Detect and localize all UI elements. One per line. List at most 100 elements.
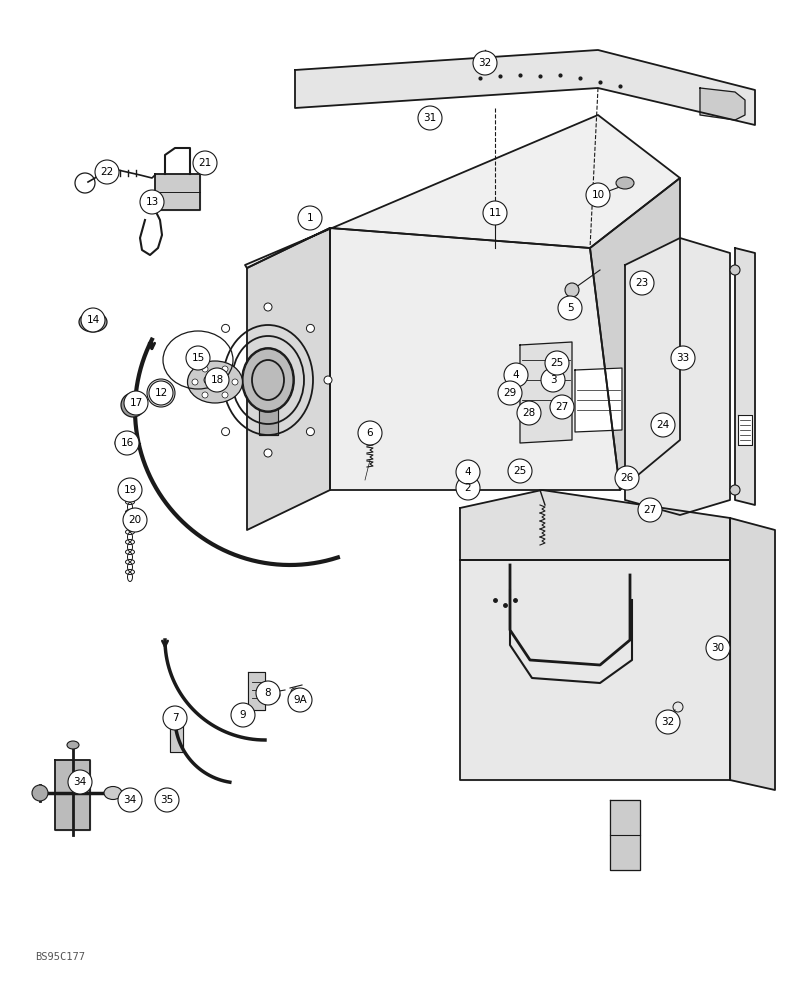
Circle shape: [95, 160, 119, 184]
Text: 20: 20: [128, 515, 142, 525]
Text: 26: 26: [620, 473, 634, 483]
Circle shape: [204, 376, 212, 384]
Text: 11: 11: [489, 208, 501, 218]
Circle shape: [418, 106, 442, 130]
Polygon shape: [460, 490, 730, 560]
Circle shape: [155, 788, 179, 812]
Circle shape: [264, 449, 272, 457]
Text: 32: 32: [661, 717, 675, 727]
Circle shape: [163, 706, 187, 730]
Text: 27: 27: [643, 505, 657, 515]
Circle shape: [186, 346, 210, 370]
Text: 34: 34: [123, 795, 137, 805]
Ellipse shape: [79, 312, 107, 332]
Circle shape: [121, 393, 145, 417]
Circle shape: [473, 51, 497, 75]
Circle shape: [222, 392, 228, 398]
Text: 21: 21: [198, 158, 212, 168]
Text: 17: 17: [130, 398, 142, 408]
Text: 22: 22: [100, 167, 114, 177]
Polygon shape: [155, 174, 200, 210]
Text: 2: 2: [465, 483, 471, 493]
Polygon shape: [259, 408, 278, 435]
Circle shape: [205, 368, 229, 392]
Ellipse shape: [243, 349, 293, 411]
Text: 15: 15: [191, 353, 205, 363]
Polygon shape: [735, 248, 755, 505]
Text: 12: 12: [154, 388, 168, 398]
Polygon shape: [520, 342, 572, 443]
Text: 25: 25: [550, 358, 564, 368]
Circle shape: [638, 498, 662, 522]
Text: 13: 13: [146, 197, 158, 207]
Text: 6: 6: [367, 428, 373, 438]
Polygon shape: [330, 228, 620, 490]
Ellipse shape: [169, 714, 183, 722]
Text: 16: 16: [120, 438, 134, 448]
Circle shape: [565, 283, 579, 297]
Polygon shape: [460, 560, 730, 780]
Circle shape: [541, 368, 565, 392]
Text: 7: 7: [172, 713, 178, 723]
Text: 24: 24: [657, 420, 669, 430]
Polygon shape: [248, 672, 265, 710]
Circle shape: [222, 366, 228, 372]
Circle shape: [221, 428, 229, 436]
Text: 31: 31: [423, 113, 437, 123]
Circle shape: [456, 476, 480, 500]
Polygon shape: [610, 800, 640, 870]
Ellipse shape: [104, 786, 122, 800]
Circle shape: [32, 785, 48, 801]
Text: 30: 30: [712, 643, 724, 653]
Circle shape: [140, 190, 164, 214]
Circle shape: [231, 703, 255, 727]
Circle shape: [202, 392, 208, 398]
Polygon shape: [170, 718, 183, 752]
Polygon shape: [590, 178, 680, 490]
Circle shape: [656, 710, 680, 734]
Text: 9A: 9A: [293, 695, 307, 705]
Circle shape: [192, 379, 198, 385]
Text: 28: 28: [522, 408, 536, 418]
Circle shape: [586, 183, 610, 207]
Circle shape: [193, 151, 217, 175]
Circle shape: [81, 308, 105, 332]
Text: 14: 14: [87, 315, 100, 325]
Circle shape: [706, 636, 730, 660]
Circle shape: [545, 351, 569, 375]
Text: 18: 18: [210, 375, 224, 385]
Circle shape: [202, 366, 208, 372]
Text: 3: 3: [550, 375, 556, 385]
Circle shape: [124, 391, 148, 415]
Circle shape: [498, 381, 522, 405]
Text: 25: 25: [513, 466, 527, 476]
Text: 23: 23: [635, 278, 649, 288]
Circle shape: [118, 788, 142, 812]
Circle shape: [508, 459, 532, 483]
Text: 27: 27: [556, 402, 568, 412]
Circle shape: [232, 379, 238, 385]
Circle shape: [456, 460, 480, 484]
Polygon shape: [700, 88, 745, 120]
Text: BS95C177: BS95C177: [35, 952, 85, 962]
Circle shape: [221, 324, 229, 332]
Ellipse shape: [188, 361, 243, 403]
Polygon shape: [625, 238, 730, 515]
Circle shape: [298, 206, 322, 230]
Polygon shape: [247, 228, 330, 530]
Text: 8: 8: [265, 688, 271, 698]
Circle shape: [123, 508, 147, 532]
Text: 33: 33: [677, 353, 689, 363]
Circle shape: [615, 466, 639, 490]
Text: 35: 35: [160, 795, 174, 805]
Circle shape: [651, 413, 675, 437]
Circle shape: [306, 428, 314, 436]
Circle shape: [115, 431, 139, 455]
Circle shape: [517, 401, 541, 425]
Text: 9: 9: [240, 710, 246, 720]
Circle shape: [68, 770, 92, 794]
Text: 1: 1: [306, 213, 314, 223]
Circle shape: [306, 324, 314, 332]
Text: 19: 19: [123, 485, 137, 495]
Polygon shape: [738, 415, 752, 445]
